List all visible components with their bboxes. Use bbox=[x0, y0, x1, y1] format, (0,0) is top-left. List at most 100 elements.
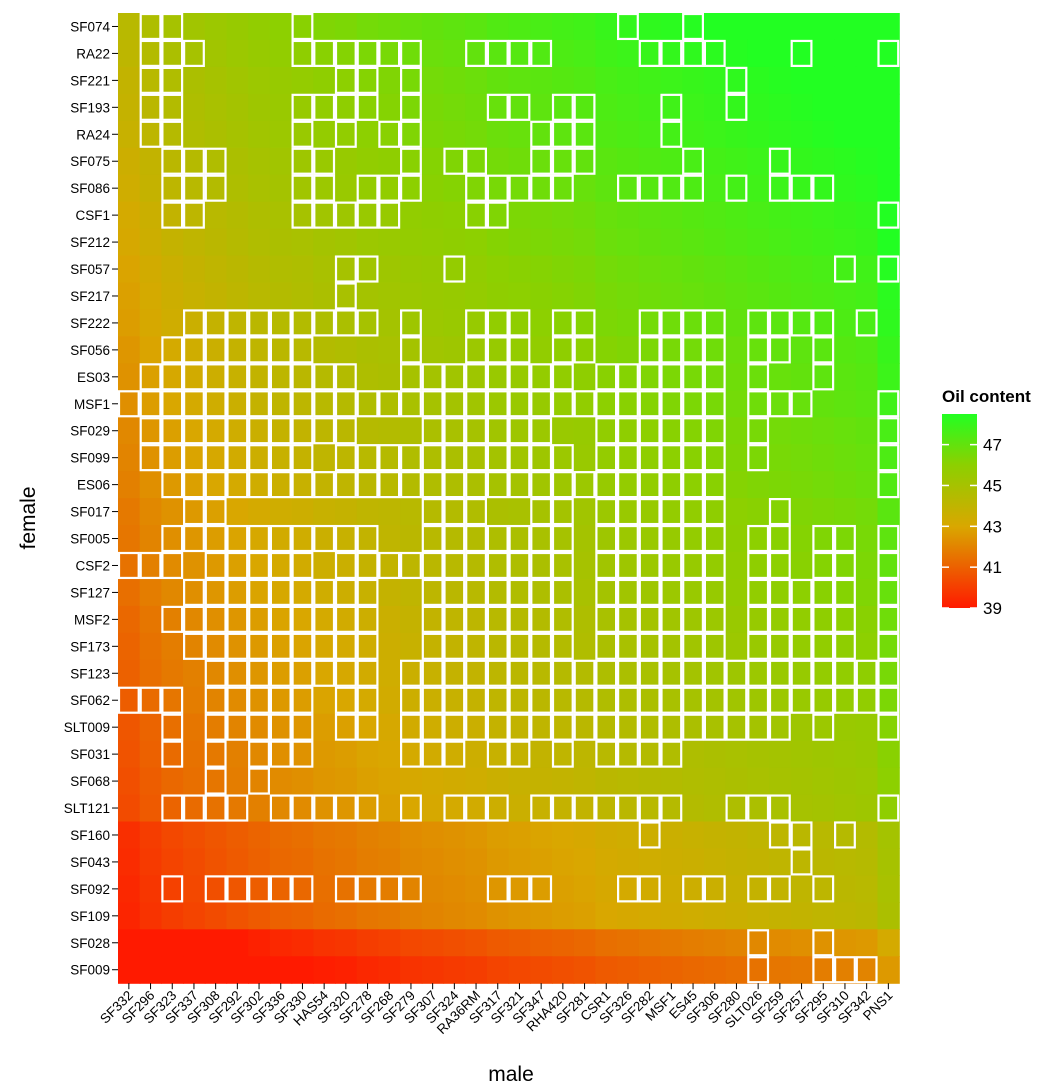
highlight-box bbox=[486, 794, 509, 822]
highlight-box bbox=[616, 740, 639, 768]
heatmap-cell bbox=[638, 713, 662, 742]
heatmap-cell bbox=[682, 578, 705, 607]
heatmap-cell bbox=[703, 417, 727, 445]
heatmap-cell bbox=[834, 309, 857, 337]
heatmap-cell bbox=[291, 390, 314, 418]
highlight-box bbox=[291, 417, 314, 445]
heatmap-cell bbox=[877, 39, 900, 68]
heatmap-cell bbox=[703, 255, 727, 284]
heatmap-cell bbox=[552, 471, 575, 499]
heatmap-cell bbox=[226, 767, 249, 796]
heatmap-cell bbox=[486, 336, 510, 364]
heatmap-cell bbox=[465, 525, 488, 553]
heatmap-cell bbox=[486, 956, 510, 984]
y-tick-label: SF031 bbox=[70, 747, 110, 762]
heatmap-cell bbox=[617, 929, 640, 957]
heatmap-cell bbox=[139, 282, 162, 311]
heatmap-cell bbox=[790, 767, 813, 796]
highlight-box bbox=[443, 498, 466, 526]
highlight-box bbox=[291, 740, 314, 768]
highlight-box bbox=[313, 471, 336, 499]
highlight-box bbox=[573, 713, 596, 741]
highlight-box bbox=[508, 659, 531, 687]
heatmap-cell bbox=[161, 659, 184, 688]
heatmap-cell bbox=[291, 174, 314, 203]
heatmap-cell bbox=[595, 417, 618, 445]
highlight-box bbox=[183, 794, 205, 822]
heatmap-cell bbox=[226, 578, 249, 607]
heatmap-cell bbox=[204, 93, 228, 122]
highlight-box bbox=[465, 444, 488, 472]
y-tick-label: ES06 bbox=[77, 478, 110, 493]
highlight-box bbox=[877, 201, 900, 229]
heatmap-cell bbox=[769, 498, 792, 526]
highlight-box bbox=[486, 551, 509, 580]
heatmap-cell bbox=[834, 120, 857, 149]
heatmap-cell bbox=[747, 552, 770, 580]
heatmap-cell bbox=[638, 902, 662, 930]
heatmap-cell bbox=[291, 444, 314, 472]
heatmap-cell bbox=[378, 632, 401, 661]
heatmap-cell bbox=[769, 390, 792, 418]
highlight-box bbox=[248, 444, 270, 472]
heatmap-cell bbox=[248, 444, 271, 472]
highlight-box bbox=[508, 632, 531, 660]
highlight-box bbox=[400, 713, 422, 741]
highlight-box bbox=[725, 659, 748, 687]
heatmap-cell bbox=[682, 659, 705, 688]
highlight-box bbox=[204, 875, 227, 903]
heatmap-cell bbox=[530, 417, 553, 445]
highlight-box bbox=[334, 309, 357, 337]
heatmap-cell bbox=[313, 444, 336, 472]
highlight-box bbox=[291, 471, 314, 499]
heatmap-cell bbox=[421, 632, 445, 661]
heatmap-cell bbox=[356, 282, 379, 311]
highlight-box bbox=[747, 309, 770, 337]
y-tick-label: SF056 bbox=[70, 343, 110, 358]
legend-colorbar bbox=[942, 414, 977, 608]
highlight-box bbox=[595, 605, 618, 633]
heatmap-cell bbox=[595, 605, 618, 634]
highlight-box bbox=[530, 794, 553, 822]
heatmap-cell bbox=[769, 309, 792, 337]
highlight-box bbox=[812, 578, 835, 607]
highlight-box bbox=[183, 336, 205, 364]
heatmap-cell bbox=[356, 767, 379, 796]
heatmap-cell bbox=[638, 336, 662, 364]
heatmap-cell bbox=[291, 578, 314, 607]
heatmap-cell bbox=[465, 956, 488, 984]
heatmap-cell bbox=[769, 93, 792, 122]
heatmap-cell bbox=[769, 13, 792, 41]
heatmap-cell bbox=[508, 929, 531, 957]
heatmap-cell bbox=[400, 578, 423, 607]
heatmap-cell bbox=[378, 174, 401, 203]
heatmap-cell bbox=[552, 201, 575, 230]
heatmap-cell bbox=[486, 767, 510, 796]
heatmap-cell bbox=[595, 525, 618, 553]
highlight-box bbox=[530, 120, 553, 148]
highlight-box bbox=[139, 417, 162, 445]
highlight-box bbox=[595, 363, 618, 391]
heatmap-cell bbox=[834, 659, 857, 688]
y-tick-label: CSF2 bbox=[75, 558, 110, 573]
heatmap-cell bbox=[313, 39, 336, 68]
heatmap-cell bbox=[443, 498, 466, 526]
highlight-box bbox=[877, 794, 900, 822]
heatmap-cell bbox=[139, 794, 162, 823]
highlight-box bbox=[616, 12, 639, 41]
heatmap-cell bbox=[183, 66, 206, 95]
heatmap-cell bbox=[530, 471, 553, 499]
highlight-box bbox=[747, 390, 770, 418]
heatmap-cell bbox=[855, 282, 879, 311]
heatmap-cell bbox=[573, 848, 596, 876]
heatmap-cell bbox=[139, 120, 162, 149]
highlight-box bbox=[269, 605, 292, 633]
heatmap-cell bbox=[660, 902, 683, 930]
heatmap-cell bbox=[378, 767, 401, 796]
heatmap-cell bbox=[855, 201, 879, 230]
highlight-box bbox=[183, 444, 205, 472]
heatmap-cell bbox=[703, 713, 727, 742]
heatmap-cell bbox=[573, 174, 596, 203]
highlight-box bbox=[356, 794, 379, 822]
highlight-box bbox=[682, 713, 705, 741]
